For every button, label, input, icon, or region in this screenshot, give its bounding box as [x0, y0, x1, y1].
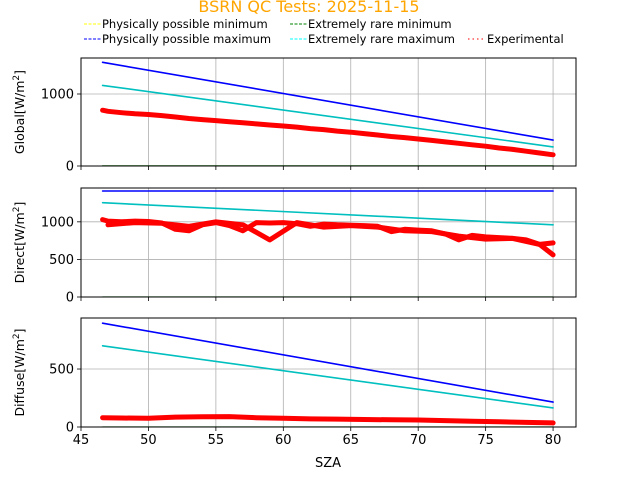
panels: 0 1000 Global[W/m2] 0 500 1000 Direct[W/m2] 0 50… [12, 57, 577, 448]
series-experimental-lower-envelope [105, 219, 556, 247]
x-tick-label: 50 [140, 433, 157, 448]
x-tick-label: 45 [73, 433, 90, 448]
y-tick-label: 500 [49, 363, 74, 378]
chart-title: BSRN QC Tests: 2025-11-15 [198, 0, 419, 16]
legend-entry: Experimental [468, 32, 564, 46]
series-group [100, 322, 556, 427]
series-physically-possible-maximum [101, 322, 554, 403]
x-tick-label: 65 [342, 433, 359, 448]
legend-label: Physically possible maximum [102, 32, 271, 46]
series-group [100, 190, 556, 297]
x-axis-label: SZA [315, 456, 341, 471]
legend-label: Physically possible minimum [102, 17, 268, 31]
series-extremely-rare-maximum [101, 201, 554, 226]
legend-label: Experimental [487, 32, 564, 46]
axes-frame [80, 187, 577, 298]
panel-diffuse: 0 500 45 50 55 60 65 70 75 80 Diffuse[W/m2] [12, 317, 577, 448]
axes-frame [80, 57, 577, 167]
series-extremely-rare-maximum [101, 344, 554, 409]
y-axis-label: Diffuse[W/m2] [12, 328, 27, 416]
y-tick-label: 500 [49, 253, 74, 268]
panel-direct: 0 500 1000 Direct[W/m2] [12, 187, 577, 306]
y-tick-label: 0 [66, 160, 74, 175]
x-tick-label: 70 [410, 433, 427, 448]
series-extremely-rare-maximum [101, 84, 554, 148]
y-axis-label: Direct[W/m2] [12, 202, 27, 284]
y-axis-label: Global[W/m2] [12, 70, 27, 154]
legend-entry: Physically possible maximum [84, 32, 271, 46]
series-group [100, 61, 556, 166]
legend-entry: Extremely rare minimum [290, 17, 452, 31]
series-experimental [100, 107, 556, 158]
legend-label: Extremely rare minimum [308, 17, 452, 31]
series-experimental [100, 414, 556, 426]
panel-global: 0 1000 Global[W/m2] [12, 57, 577, 175]
x-tick-label: 55 [208, 433, 225, 448]
legend-entry: Physically possible minimum [84, 17, 268, 31]
x-tick-label: 60 [275, 433, 292, 448]
legend-entry: Extremely rare maximum [290, 32, 455, 46]
axes-frame [80, 317, 577, 428]
series-physically-possible-maximum [101, 61, 554, 141]
x-tick-label: 75 [477, 433, 494, 448]
y-tick-label: 1000 [41, 215, 74, 230]
x-tick-label: 80 [545, 433, 562, 448]
y-tick-label: 0 [66, 421, 74, 436]
legend-label: Extremely rare maximum [308, 32, 455, 46]
y-tick-label: 1000 [41, 88, 74, 103]
y-tick-label: 0 [66, 291, 74, 306]
